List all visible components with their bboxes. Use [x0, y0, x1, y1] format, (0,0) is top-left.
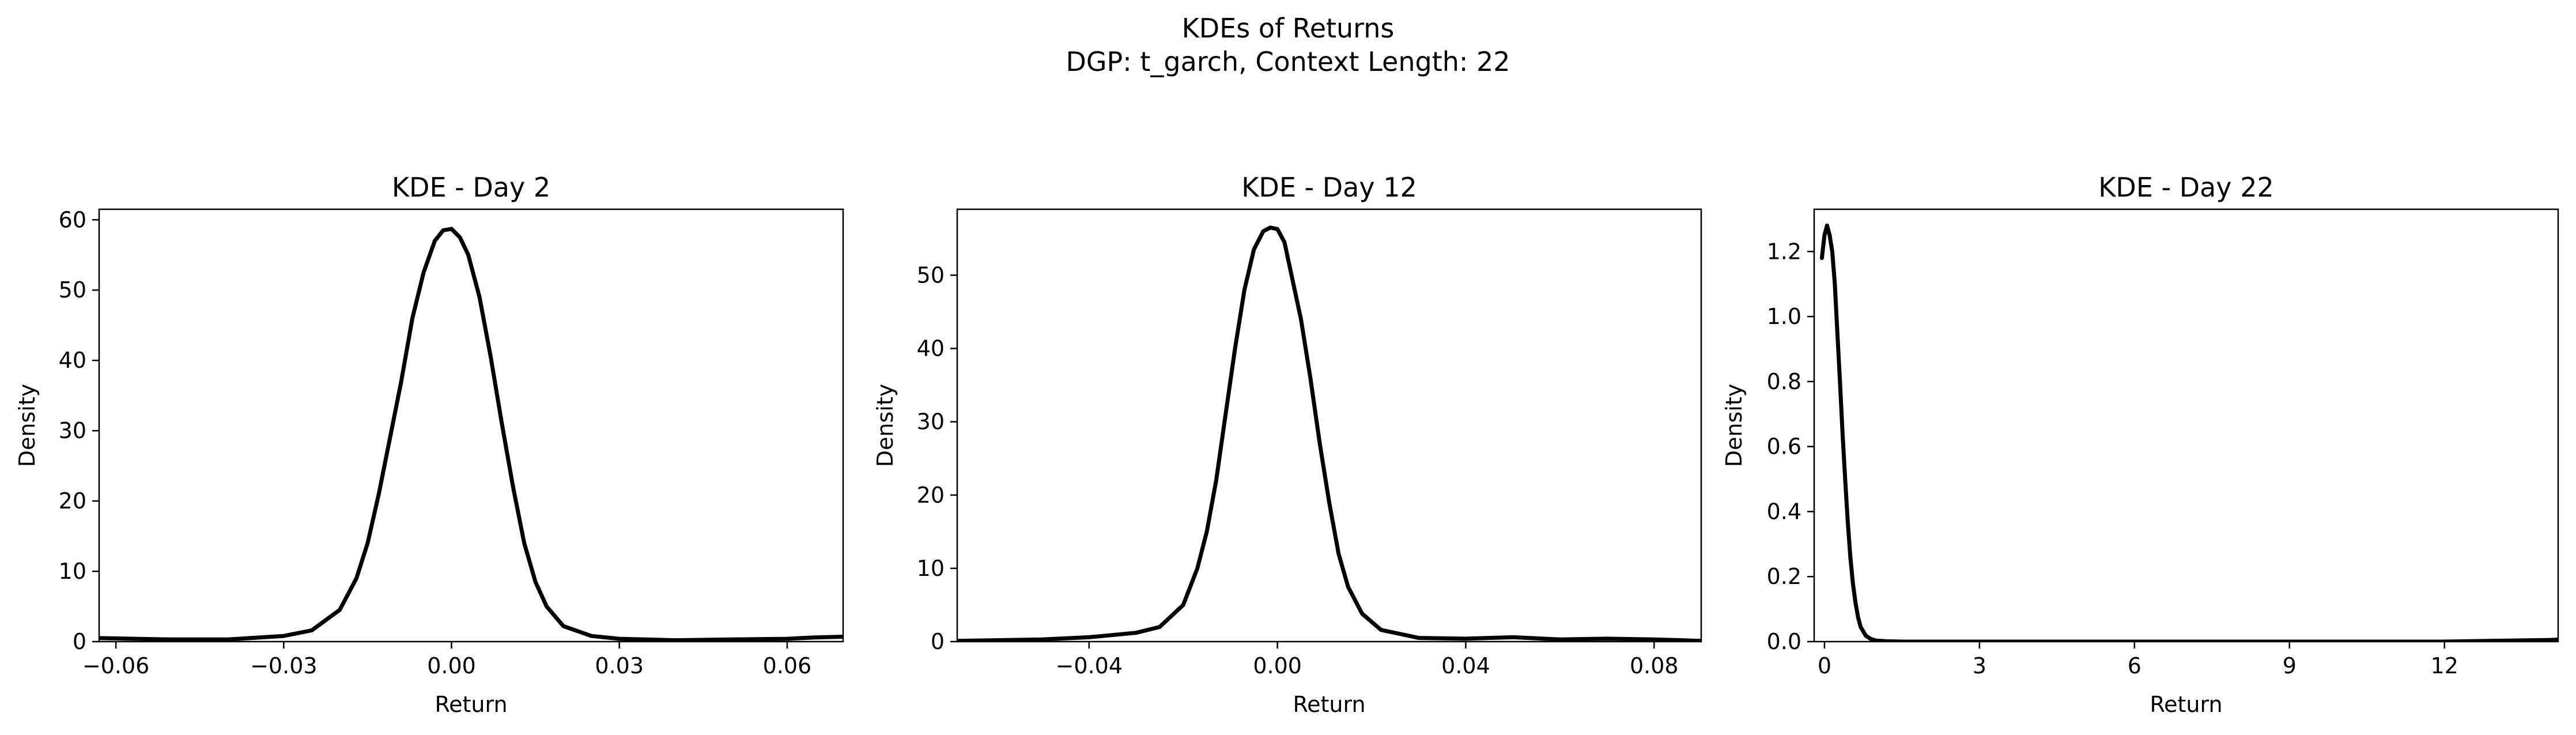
subplot-1: −0.06 −0.03 0.00 0.03 0.06 0 10 20 30 40 50 60 KDE -… [14, 172, 844, 717]
x-axis-label: Return [2150, 692, 2222, 717]
y-tick-label: 40 [59, 348, 86, 373]
y-axis-label: Density [14, 384, 40, 467]
y-tick-label: 1.0 [1767, 304, 1801, 329]
axes-frame [1813, 208, 2559, 643]
y-tick-label: 50 [917, 262, 945, 288]
y-tick-label: 0.2 [1767, 564, 1801, 589]
figure-title: KDEs of Returns [1182, 13, 1395, 44]
x-tick-label: 0.04 [1441, 653, 1490, 679]
x-tick-label: 9 [2283, 653, 2297, 679]
figure-subtitle: DGP: t_garch, Context Length: 22 [1066, 46, 1510, 77]
kde-curve-2 [957, 225, 1701, 642]
x-tick-label: −0.06 [82, 653, 149, 679]
x-tick-label: 6 [2128, 653, 2141, 679]
y-tick-label: 10 [917, 556, 945, 581]
y-tick-label: 0.6 [1767, 434, 1801, 459]
x-tick-label: −0.03 [250, 653, 317, 679]
subplot-3: 0 3 6 9 12 0.0 0.2 0.4 0.6 0.8 1.0 1.2 KDE - Day 22 R… [1721, 172, 2559, 717]
y-tick-label: 20 [917, 483, 945, 508]
y-tick-label: 0.8 [1767, 369, 1801, 394]
x-tick-label: 0.08 [1630, 653, 1679, 679]
x-tick-label: 0.00 [427, 653, 476, 679]
axes-frame [98, 208, 844, 643]
y-tick-label: 20 [59, 488, 86, 514]
x-tick-label: 12 [2431, 653, 2458, 679]
subplot-2: −0.04 0.00 0.04 0.08 0 10 20 30 40 50 KDE - Day 12… [872, 172, 1702, 717]
y-axis-label: Density [872, 384, 898, 467]
subplot-title: KDE - Day 2 [392, 172, 550, 203]
y-tick-label: 0.4 [1767, 499, 1801, 524]
y-tick-label: 0 [931, 629, 945, 654]
subplot-title: KDE - Day 12 [1241, 172, 1417, 203]
kde-curve-1 [99, 227, 843, 642]
x-tick-label: 0 [1818, 653, 1831, 679]
x-axis-label: Return [1293, 692, 1365, 717]
y-tick-label: 30 [917, 409, 945, 435]
x-tick-label: 0.03 [595, 653, 644, 679]
x-tick-label: 3 [1973, 653, 1986, 679]
x-tick-label: 0.00 [1253, 653, 1302, 679]
kde-curve-3 [1819, 223, 2558, 642]
y-tick-label: 60 [59, 207, 86, 232]
x-tick-label: 0.06 [763, 653, 812, 679]
y-tick-label: 30 [59, 418, 86, 443]
y-axis-label: Density [1721, 384, 1747, 467]
y-tick-label: 1.2 [1767, 239, 1801, 264]
y-tick-label: 10 [59, 559, 86, 584]
y-tick-label: 0 [73, 629, 86, 654]
y-tick-label: 50 [59, 277, 86, 303]
x-tick-label: −0.04 [1056, 653, 1123, 679]
axes-frame [956, 208, 1702, 643]
x-axis-label: Return [435, 692, 507, 717]
y-tick-label: 40 [917, 336, 945, 361]
y-tick-label: 0.0 [1767, 629, 1801, 654]
subplot-title: KDE - Day 22 [2098, 172, 2273, 203]
